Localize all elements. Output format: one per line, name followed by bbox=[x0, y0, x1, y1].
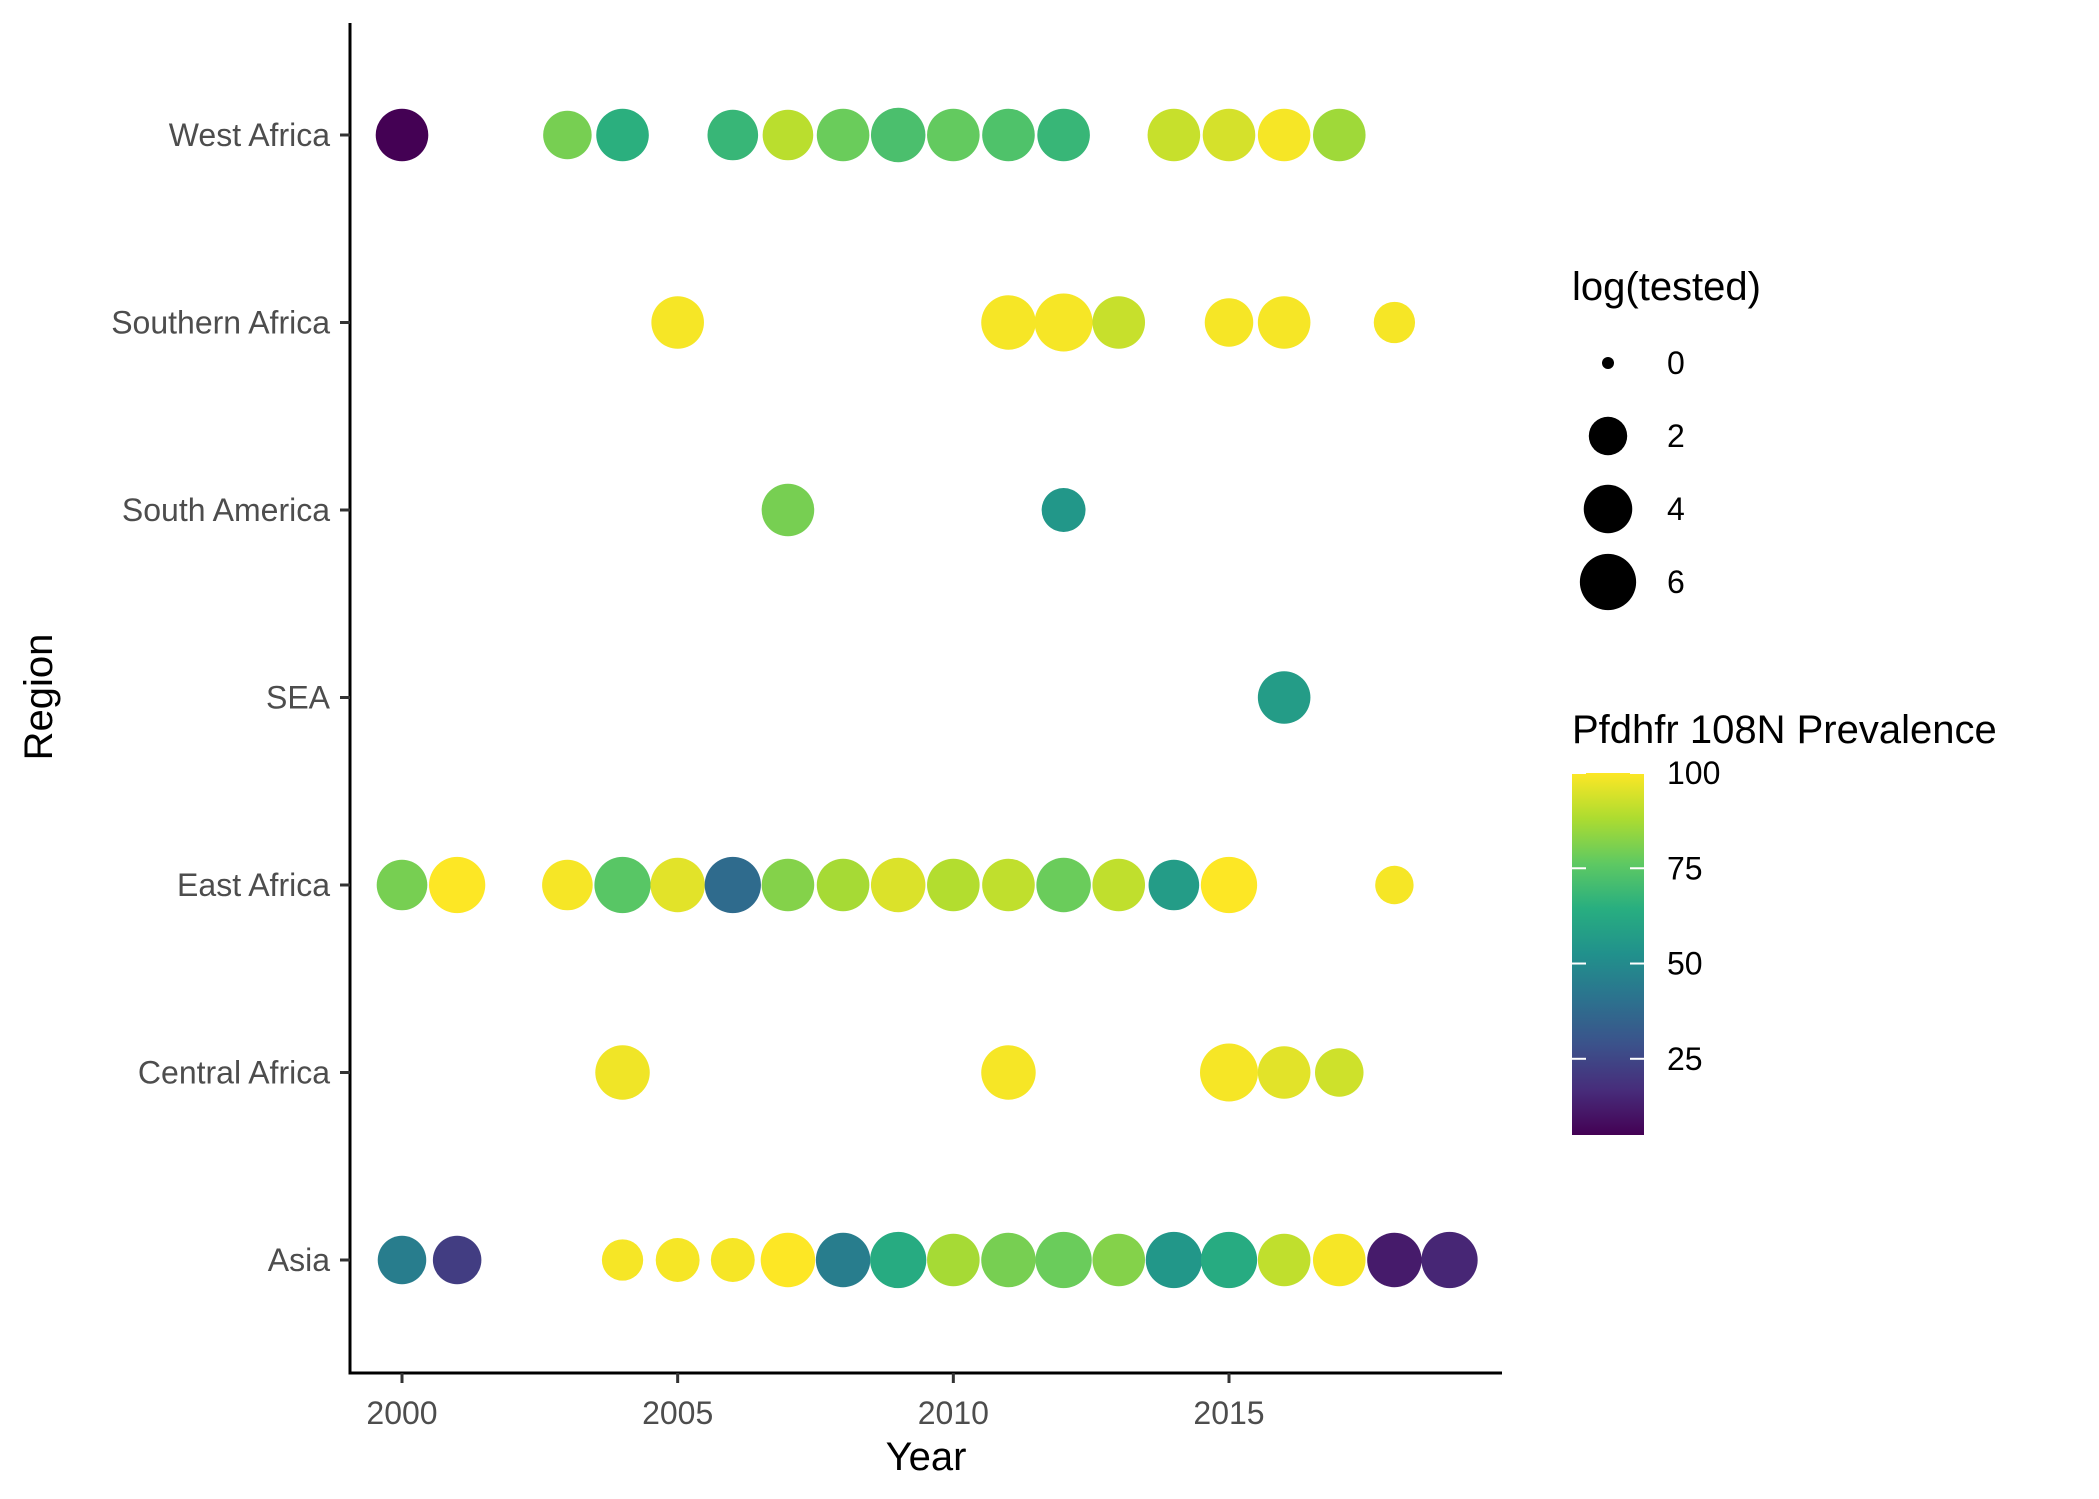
data-point bbox=[1036, 857, 1091, 913]
data-point bbox=[542, 859, 593, 911]
color-bar bbox=[1572, 773, 1644, 1135]
data-point bbox=[1257, 671, 1311, 724]
data-point bbox=[704, 856, 761, 914]
data-point bbox=[981, 295, 1036, 350]
data-point bbox=[432, 1235, 482, 1285]
size-legend-key bbox=[1583, 484, 1633, 534]
size-legend-key bbox=[1602, 357, 1614, 369]
data-point bbox=[1315, 1048, 1364, 1097]
data-point bbox=[601, 1239, 644, 1281]
data-point bbox=[1035, 1231, 1092, 1289]
data-point bbox=[1312, 108, 1366, 162]
y-tick-label: Asia bbox=[268, 1242, 330, 1278]
y-tick-label: South America bbox=[122, 492, 330, 528]
data-point bbox=[377, 1235, 427, 1285]
data-point bbox=[1148, 859, 1200, 911]
data-point bbox=[594, 856, 651, 914]
color-legend-ticks: 25 50 75 100 bbox=[1572, 755, 1720, 1077]
data-point bbox=[543, 110, 592, 160]
y-axis-ticks: Asia Central Africa East Africa SEA South Am… bbox=[111, 117, 350, 1278]
data-point bbox=[927, 108, 980, 162]
data-point bbox=[761, 483, 815, 537]
data-point bbox=[1367, 1232, 1422, 1288]
data-point bbox=[1204, 298, 1254, 347]
x-tick-label: 2015 bbox=[1193, 1395, 1264, 1431]
data-point bbox=[981, 1045, 1036, 1100]
data-point bbox=[1092, 858, 1146, 912]
data-point bbox=[1037, 108, 1090, 162]
data-point bbox=[816, 858, 870, 912]
x-axis-title: Year bbox=[886, 1435, 967, 1479]
data-point bbox=[1200, 1043, 1258, 1102]
y-tick-label: East Africa bbox=[177, 867, 330, 903]
data-point bbox=[1200, 1231, 1258, 1289]
data-point bbox=[927, 1233, 980, 1287]
data-point bbox=[1375, 865, 1414, 905]
x-tick-label: 2000 bbox=[366, 1395, 437, 1431]
data-point bbox=[1092, 1233, 1146, 1287]
data-point bbox=[1312, 1233, 1366, 1287]
data-point bbox=[762, 109, 814, 161]
data-point bbox=[1257, 1233, 1311, 1287]
y-tick-label: Southern Africa bbox=[111, 305, 330, 341]
data-point bbox=[655, 1238, 700, 1282]
data-point bbox=[1092, 296, 1146, 349]
data-point bbox=[870, 1231, 927, 1289]
data-point bbox=[375, 108, 429, 162]
x-axis-ticks: 2000 2005 2010 2015 bbox=[366, 1373, 1265, 1431]
data-point bbox=[815, 1232, 871, 1288]
color-legend-title: Pfdhfr 108N Prevalence bbox=[1572, 708, 1997, 752]
data-point bbox=[816, 108, 870, 162]
data-point bbox=[650, 857, 705, 913]
data-point bbox=[982, 108, 1035, 162]
size-legend-label: 0 bbox=[1667, 345, 1685, 381]
size-legend-items: 0 2 4 6 bbox=[1579, 345, 1685, 611]
data-point bbox=[1421, 1231, 1478, 1289]
data-point bbox=[1373, 301, 1416, 344]
data-point bbox=[651, 296, 704, 349]
data-point bbox=[761, 858, 815, 912]
data-points bbox=[375, 107, 1478, 1289]
y-axis-title: Region bbox=[17, 634, 61, 761]
data-point bbox=[1147, 108, 1201, 162]
data-point bbox=[1202, 108, 1256, 162]
x-tick-label: 2010 bbox=[918, 1395, 989, 1431]
data-point bbox=[376, 859, 428, 911]
color-legend-label: 75 bbox=[1667, 850, 1703, 886]
data-point bbox=[870, 107, 926, 163]
size-legend-title: log(tested) bbox=[1572, 265, 1761, 309]
color-legend-label: 100 bbox=[1667, 755, 1720, 791]
size-legend-label: 4 bbox=[1667, 491, 1685, 527]
data-point bbox=[982, 858, 1035, 912]
data-point bbox=[1257, 108, 1311, 162]
data-point bbox=[1257, 1046, 1311, 1099]
size-legend-key bbox=[1588, 416, 1628, 456]
data-point bbox=[595, 1045, 650, 1100]
color-legend: Pfdhfr 108N Prevalence 25 50 75 100 bbox=[1572, 708, 1997, 1135]
data-point bbox=[707, 109, 759, 161]
y-tick-label: Central Africa bbox=[138, 1055, 330, 1091]
data-point bbox=[981, 1232, 1036, 1288]
data-point bbox=[710, 1238, 755, 1282]
size-legend-label: 2 bbox=[1667, 418, 1685, 454]
size-legend: log(tested) 0 2 4 6 bbox=[1572, 265, 1761, 611]
x-tick-label: 2005 bbox=[642, 1395, 713, 1431]
data-point bbox=[760, 1232, 816, 1288]
size-legend-label: 6 bbox=[1667, 564, 1685, 600]
data-point bbox=[870, 857, 926, 913]
data-point bbox=[1034, 293, 1093, 352]
data-point bbox=[1257, 296, 1311, 349]
data-point bbox=[428, 856, 486, 914]
data-point bbox=[1041, 488, 1086, 532]
data-point bbox=[1200, 856, 1258, 914]
y-tick-label: SEA bbox=[266, 680, 331, 716]
data-point bbox=[596, 108, 649, 162]
color-legend-label: 50 bbox=[1667, 946, 1703, 982]
size-legend-key bbox=[1579, 553, 1637, 611]
data-point bbox=[1145, 1231, 1203, 1289]
data-point bbox=[927, 858, 980, 912]
y-tick-label: West Africa bbox=[169, 117, 330, 153]
color-legend-label: 25 bbox=[1667, 1041, 1703, 1077]
